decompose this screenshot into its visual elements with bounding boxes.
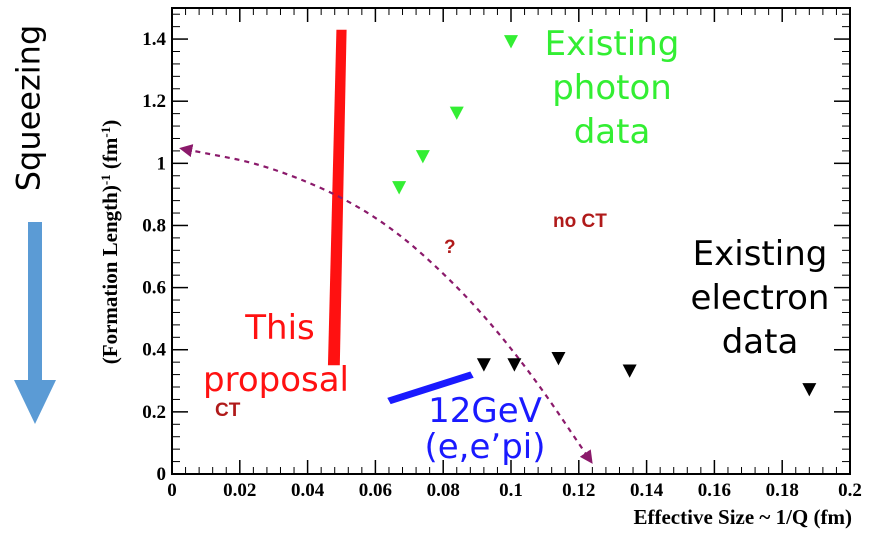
electron-data-point — [507, 358, 522, 372]
y-tick-label: 0.6 — [142, 278, 166, 299]
photon-data-point — [415, 150, 430, 164]
photon-annotation: Existing photon data — [545, 24, 680, 152]
y-tick-label: 0.8 — [142, 215, 166, 236]
y-tick-label: 0.2 — [142, 402, 166, 423]
x-tick-label: 0.06 — [359, 480, 392, 501]
ct-label: CT — [215, 400, 241, 421]
this-proposal-band — [327, 29, 347, 366]
photon-label-line3: data — [574, 112, 651, 152]
no-ct-label: no CT — [553, 211, 607, 232]
proposal-label-line1: This — [244, 308, 314, 348]
x-tick-label: 0.14 — [630, 480, 664, 501]
gev-label-line1: 12GeV — [428, 391, 542, 431]
proposal-label-line2: proposal — [203, 360, 349, 400]
y-tick-label: 0 — [157, 464, 167, 485]
electron-annotation: Existing electron data — [691, 234, 830, 362]
electron-data-point — [622, 364, 637, 378]
x-tick-label: 0.02 — [223, 480, 256, 501]
photon-label-line2: photon — [552, 68, 672, 108]
proposal-annotation: This proposal — [203, 308, 349, 400]
gev-label-line2: (e,e’pi) — [424, 427, 545, 467]
electron-label-line2: electron — [691, 278, 830, 318]
x-tick-label: 0.1 — [499, 480, 523, 501]
y-tick-label: 1.2 — [142, 91, 166, 112]
x-tick-label: 0.2 — [838, 480, 862, 501]
electron-label-line3: data — [722, 322, 799, 362]
photon-label-line1: Existing — [545, 24, 680, 64]
squeezing-arrow — [14, 222, 56, 424]
y-tick-label: 1 — [157, 153, 167, 174]
x-tick-label: 0 — [167, 480, 177, 501]
ct-boundary-curve — [179, 144, 593, 464]
electron-data-point — [802, 383, 817, 397]
axes: 0 0.02 0.04 0.06 0.08 0.1 0.12 0.14 0.16 0.18 0.2 0… — [142, 7, 862, 501]
electron-data-point — [551, 352, 566, 366]
y-tick-label: 0.4 — [142, 340, 166, 361]
y-tick-label: 1.4 — [142, 29, 166, 50]
electron-data-point — [476, 358, 491, 372]
x-tick-label: 0.12 — [562, 480, 595, 501]
x-tick-label: 0.08 — [427, 480, 460, 501]
y-axis-title: (Formation Length)-1 (fm-1) — [98, 120, 123, 365]
x-axis-title: Effective Size ~ 1/Q (fm) — [633, 505, 852, 529]
photon-data-point — [449, 106, 464, 120]
photon-data-point — [392, 181, 407, 195]
x-tick-label: 0.04 — [291, 480, 325, 501]
question-mark-label: ? — [444, 237, 456, 258]
x-tick-label: 0.18 — [766, 480, 799, 501]
plot-area — [179, 29, 817, 464]
x-tick-label: 0.16 — [698, 480, 731, 501]
electron-label-line1: Existing — [693, 234, 828, 274]
gev-annotation: 12GeV (e,e’pi) — [424, 391, 545, 467]
photon-data-point — [504, 35, 518, 49]
